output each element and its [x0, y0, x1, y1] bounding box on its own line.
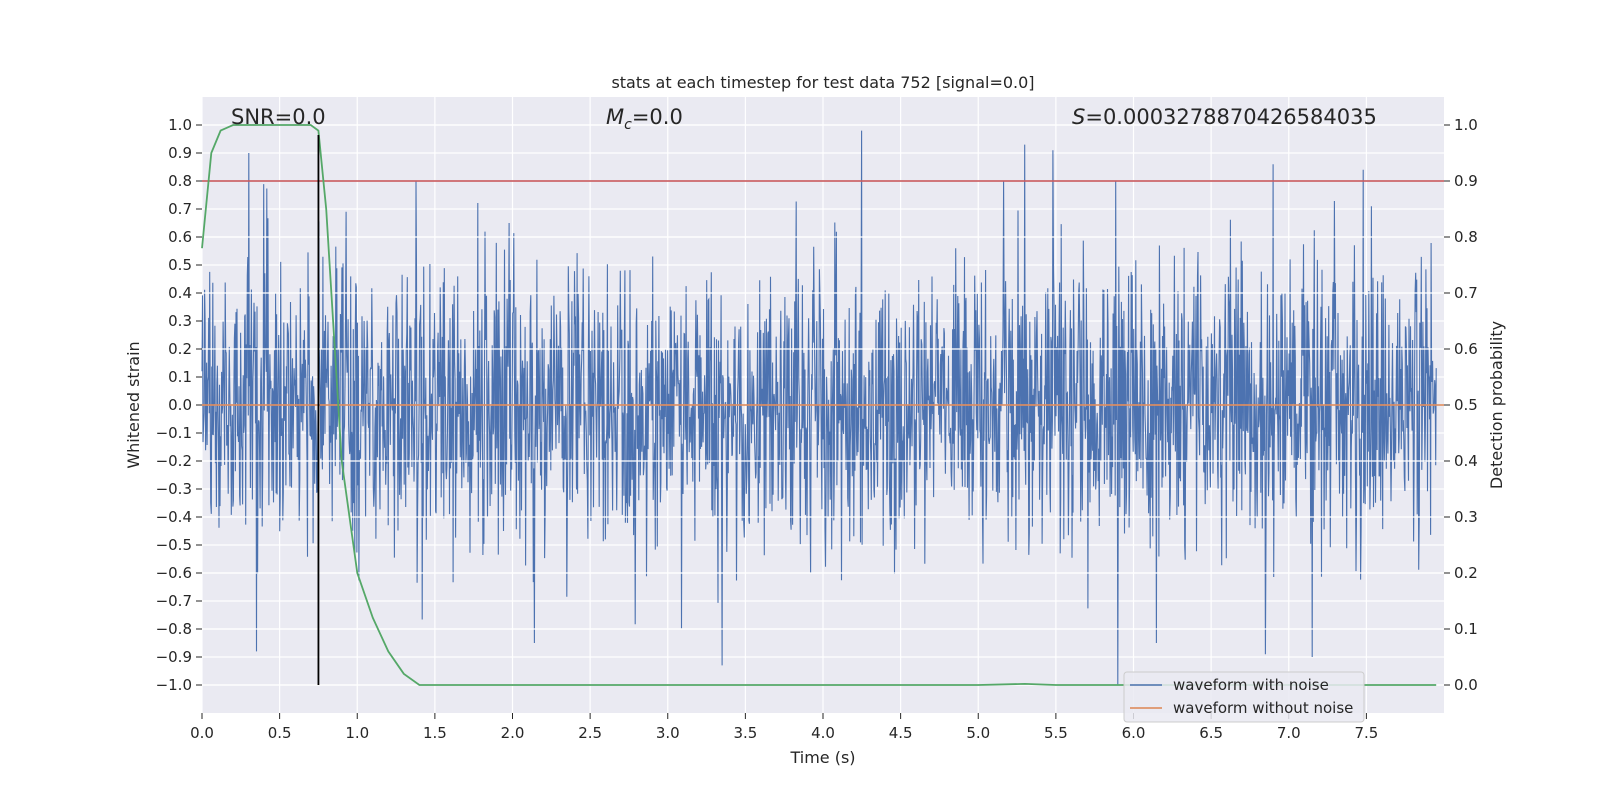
x-tick-label: 1.5	[423, 724, 447, 742]
y-left-tick-label: −0.4	[156, 508, 192, 526]
y-right-tick-label: 0.1	[1454, 620, 1478, 638]
waveform-with-noise	[201, 130, 1437, 686]
y-axis-left-ticks: 1.0 0.9 0.8 0.7 0.6 0.5 0.4 0.3 0.2 0.1 0.0 −0.1 −0.…	[156, 116, 202, 694]
waveform-with-noise-line	[201, 130, 1437, 686]
y-axis-left-label: Whitened strain	[124, 341, 143, 468]
x-tick-label: 3.5	[733, 724, 757, 742]
y-left-tick-label: 0.4	[168, 284, 192, 302]
x-tick-label: 0.5	[268, 724, 292, 742]
x-tick-label: 7.0	[1277, 724, 1301, 742]
y-right-tick-label: 0.8	[1454, 228, 1478, 246]
x-tick-label: 4.0	[811, 724, 835, 742]
x-tick-label: 2.5	[578, 724, 602, 742]
y-left-tick-label: 0.8	[168, 172, 192, 190]
chirp-mass-annotation: Mc=0.0	[606, 105, 683, 133]
plot-area	[201, 97, 1444, 713]
y-right-tick-label: 0.0	[1454, 676, 1478, 694]
x-tick-label: 1.0	[345, 724, 369, 742]
y-right-tick-label: 0.6	[1454, 340, 1478, 358]
y-left-tick-label: −0.1	[156, 424, 192, 442]
x-tick-label: 5.5	[1044, 724, 1068, 742]
y-left-tick-label: 0.0	[168, 396, 192, 414]
legend: waveform with noise waveform without noi…	[1123, 671, 1365, 723]
y-right-tick-label: 0.4	[1454, 452, 1478, 470]
y-left-tick-label: 0.1	[168, 368, 192, 386]
x-axis-label: Time (s)	[789, 748, 855, 767]
x-tick-label: 4.5	[889, 724, 913, 742]
y-axis-right-label: Detection probability	[1487, 321, 1506, 489]
y-right-tick-label: 0.2	[1454, 564, 1478, 582]
y-left-tick-label: −0.7	[156, 592, 192, 610]
x-tick-label: 0.0	[190, 724, 214, 742]
y-axis-right-ticks: 1.0 0.9 0.8 0.7 0.6 0.5 0.4 0.3 0.2 0.1 0.0	[1444, 116, 1478, 694]
x-tick-label: 5.0	[966, 724, 990, 742]
x-tick-label: 6.5	[1199, 724, 1223, 742]
chart-title: stats at each timestep for test data 752…	[611, 73, 1034, 92]
chirp-mass-value: =0.0	[632, 105, 683, 129]
y-left-tick-label: 0.6	[168, 228, 192, 246]
y-left-tick-label: −0.9	[156, 648, 192, 666]
x-tick-label: 7.5	[1354, 724, 1378, 742]
chirp-mass-subscript: c	[624, 117, 632, 133]
y-left-tick-label: 0.9	[168, 144, 192, 162]
s-value: =0.0003278870426584035	[1085, 105, 1377, 129]
y-left-tick-label: 1.0	[168, 116, 192, 134]
y-left-tick-label: 0.5	[168, 256, 192, 274]
y-left-tick-label: −0.3	[156, 480, 192, 498]
y-left-tick-label: 0.7	[168, 200, 192, 218]
x-tick-label: 2.0	[501, 724, 525, 742]
x-axis-ticks: 0.0 0.5 1.0 1.5 2.0 2.5 3.0 3.5 4.0 4.5 5.0 5.5 6.0 6…	[190, 713, 1378, 742]
y-right-tick-label: 0.9	[1454, 172, 1478, 190]
legend-box	[1123, 671, 1365, 723]
snr-annotation: SNR=0.0	[231, 105, 326, 129]
detection-probability-line	[201, 124, 1437, 686]
y-left-tick-label: 0.3	[168, 312, 192, 330]
s-symbol: S	[1072, 105, 1085, 129]
y-right-tick-label: 0.3	[1454, 508, 1478, 526]
chirp-mass-symbol: M	[606, 105, 624, 129]
y-left-tick-label: −0.2	[156, 452, 192, 470]
y-right-tick-label: 0.5	[1454, 396, 1478, 414]
x-tick-label: 3.0	[656, 724, 680, 742]
legend-label-with-noise: waveform with noise	[1173, 676, 1329, 694]
y-left-tick-label: −0.8	[156, 620, 192, 638]
y-left-tick-label: 0.2	[168, 340, 192, 358]
y-left-tick-label: −1.0	[156, 676, 192, 694]
series-lines	[201, 124, 1444, 686]
y-left-tick-label: −0.6	[156, 564, 192, 582]
legend-label-without-noise: waveform without noise	[1173, 699, 1353, 717]
y-right-tick-label: 0.7	[1454, 284, 1478, 302]
y-left-tick-label: −0.5	[156, 536, 192, 554]
x-tick-label: 6.0	[1122, 724, 1146, 742]
y-right-tick-label: 1.0	[1454, 116, 1478, 134]
s-annotation: S=0.0003278870426584035	[1072, 105, 1377, 129]
